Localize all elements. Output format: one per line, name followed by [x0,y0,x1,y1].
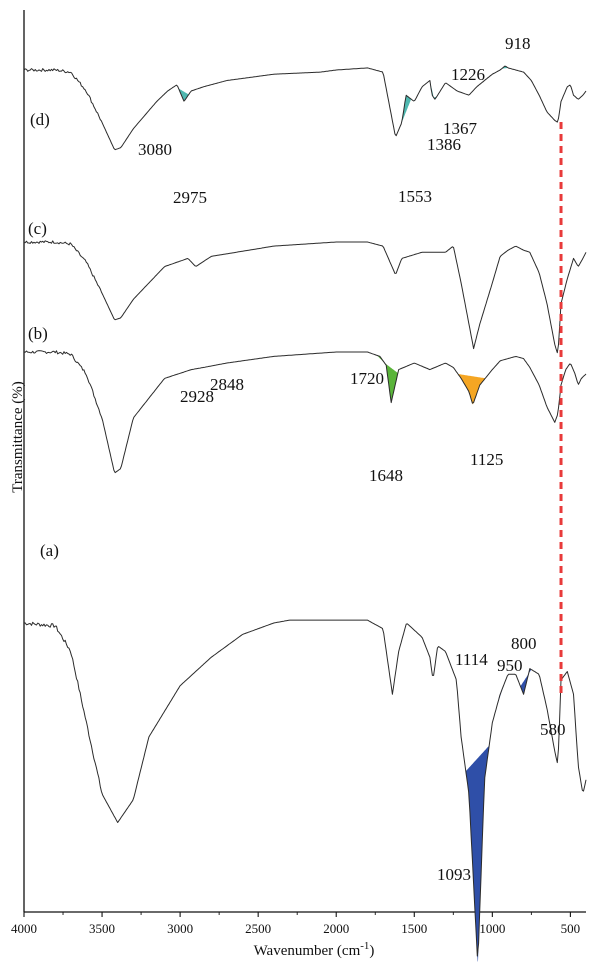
series-label-b: (b) [28,324,48,343]
x-tick-label: 500 [561,921,581,936]
peak-label-580: 580 [540,720,566,739]
x-tick-label: 3000 [167,921,193,936]
peak-label-1553: 1553 [398,187,432,206]
spectrum-curve-a [23,619,587,957]
peak-label-3080: 3080 [138,140,172,159]
peak-label-918: 918 [505,34,531,53]
x-tick-label: 1500 [401,921,427,936]
series-label-c: (c) [28,219,47,238]
peak-label-2848: 2848 [210,375,244,394]
peak-fill-1553 [401,95,412,123]
x-tick-label: 4000 [11,921,37,936]
peak-label-1648: 1648 [369,466,403,485]
peak-label-1093: 1093 [437,865,471,884]
peak-label-1125: 1125 [470,450,503,469]
peak-label-800: 800 [511,634,537,653]
peak-label-1114: 1114 [455,650,488,669]
peak-label-1720: 1720 [350,369,384,388]
peak-label-950: 950 [497,656,523,675]
x-tick-label: 1000 [479,921,505,936]
peak-label-1226: 1226 [451,65,485,84]
x-axis-title: Wavenumber (cm-1) [254,940,375,959]
series-label-a: (a) [40,541,59,560]
spectrum-curve-c [23,240,587,354]
spectrum-curve-b [23,350,587,474]
peak-fill-1125 [458,374,486,405]
series-label-d: (d) [30,110,50,129]
peak-label-1367: 1367 [443,119,478,138]
y-axis-title: Transmittance (%) [10,381,26,493]
peak-label-1386: 1386 [427,135,461,154]
peak-fill-800 [520,668,532,695]
peak-label-2975: 2975 [173,188,207,207]
peak-fill-1093 [465,745,490,962]
x-tick-label: 2500 [245,921,271,936]
spectrum-curve-d [23,65,587,151]
x-tick-label: 2000 [323,921,349,936]
x-tick-label: 3500 [89,921,115,936]
peak-label-2928: 2928 [180,387,214,406]
peak-fill-1648 [384,363,398,403]
